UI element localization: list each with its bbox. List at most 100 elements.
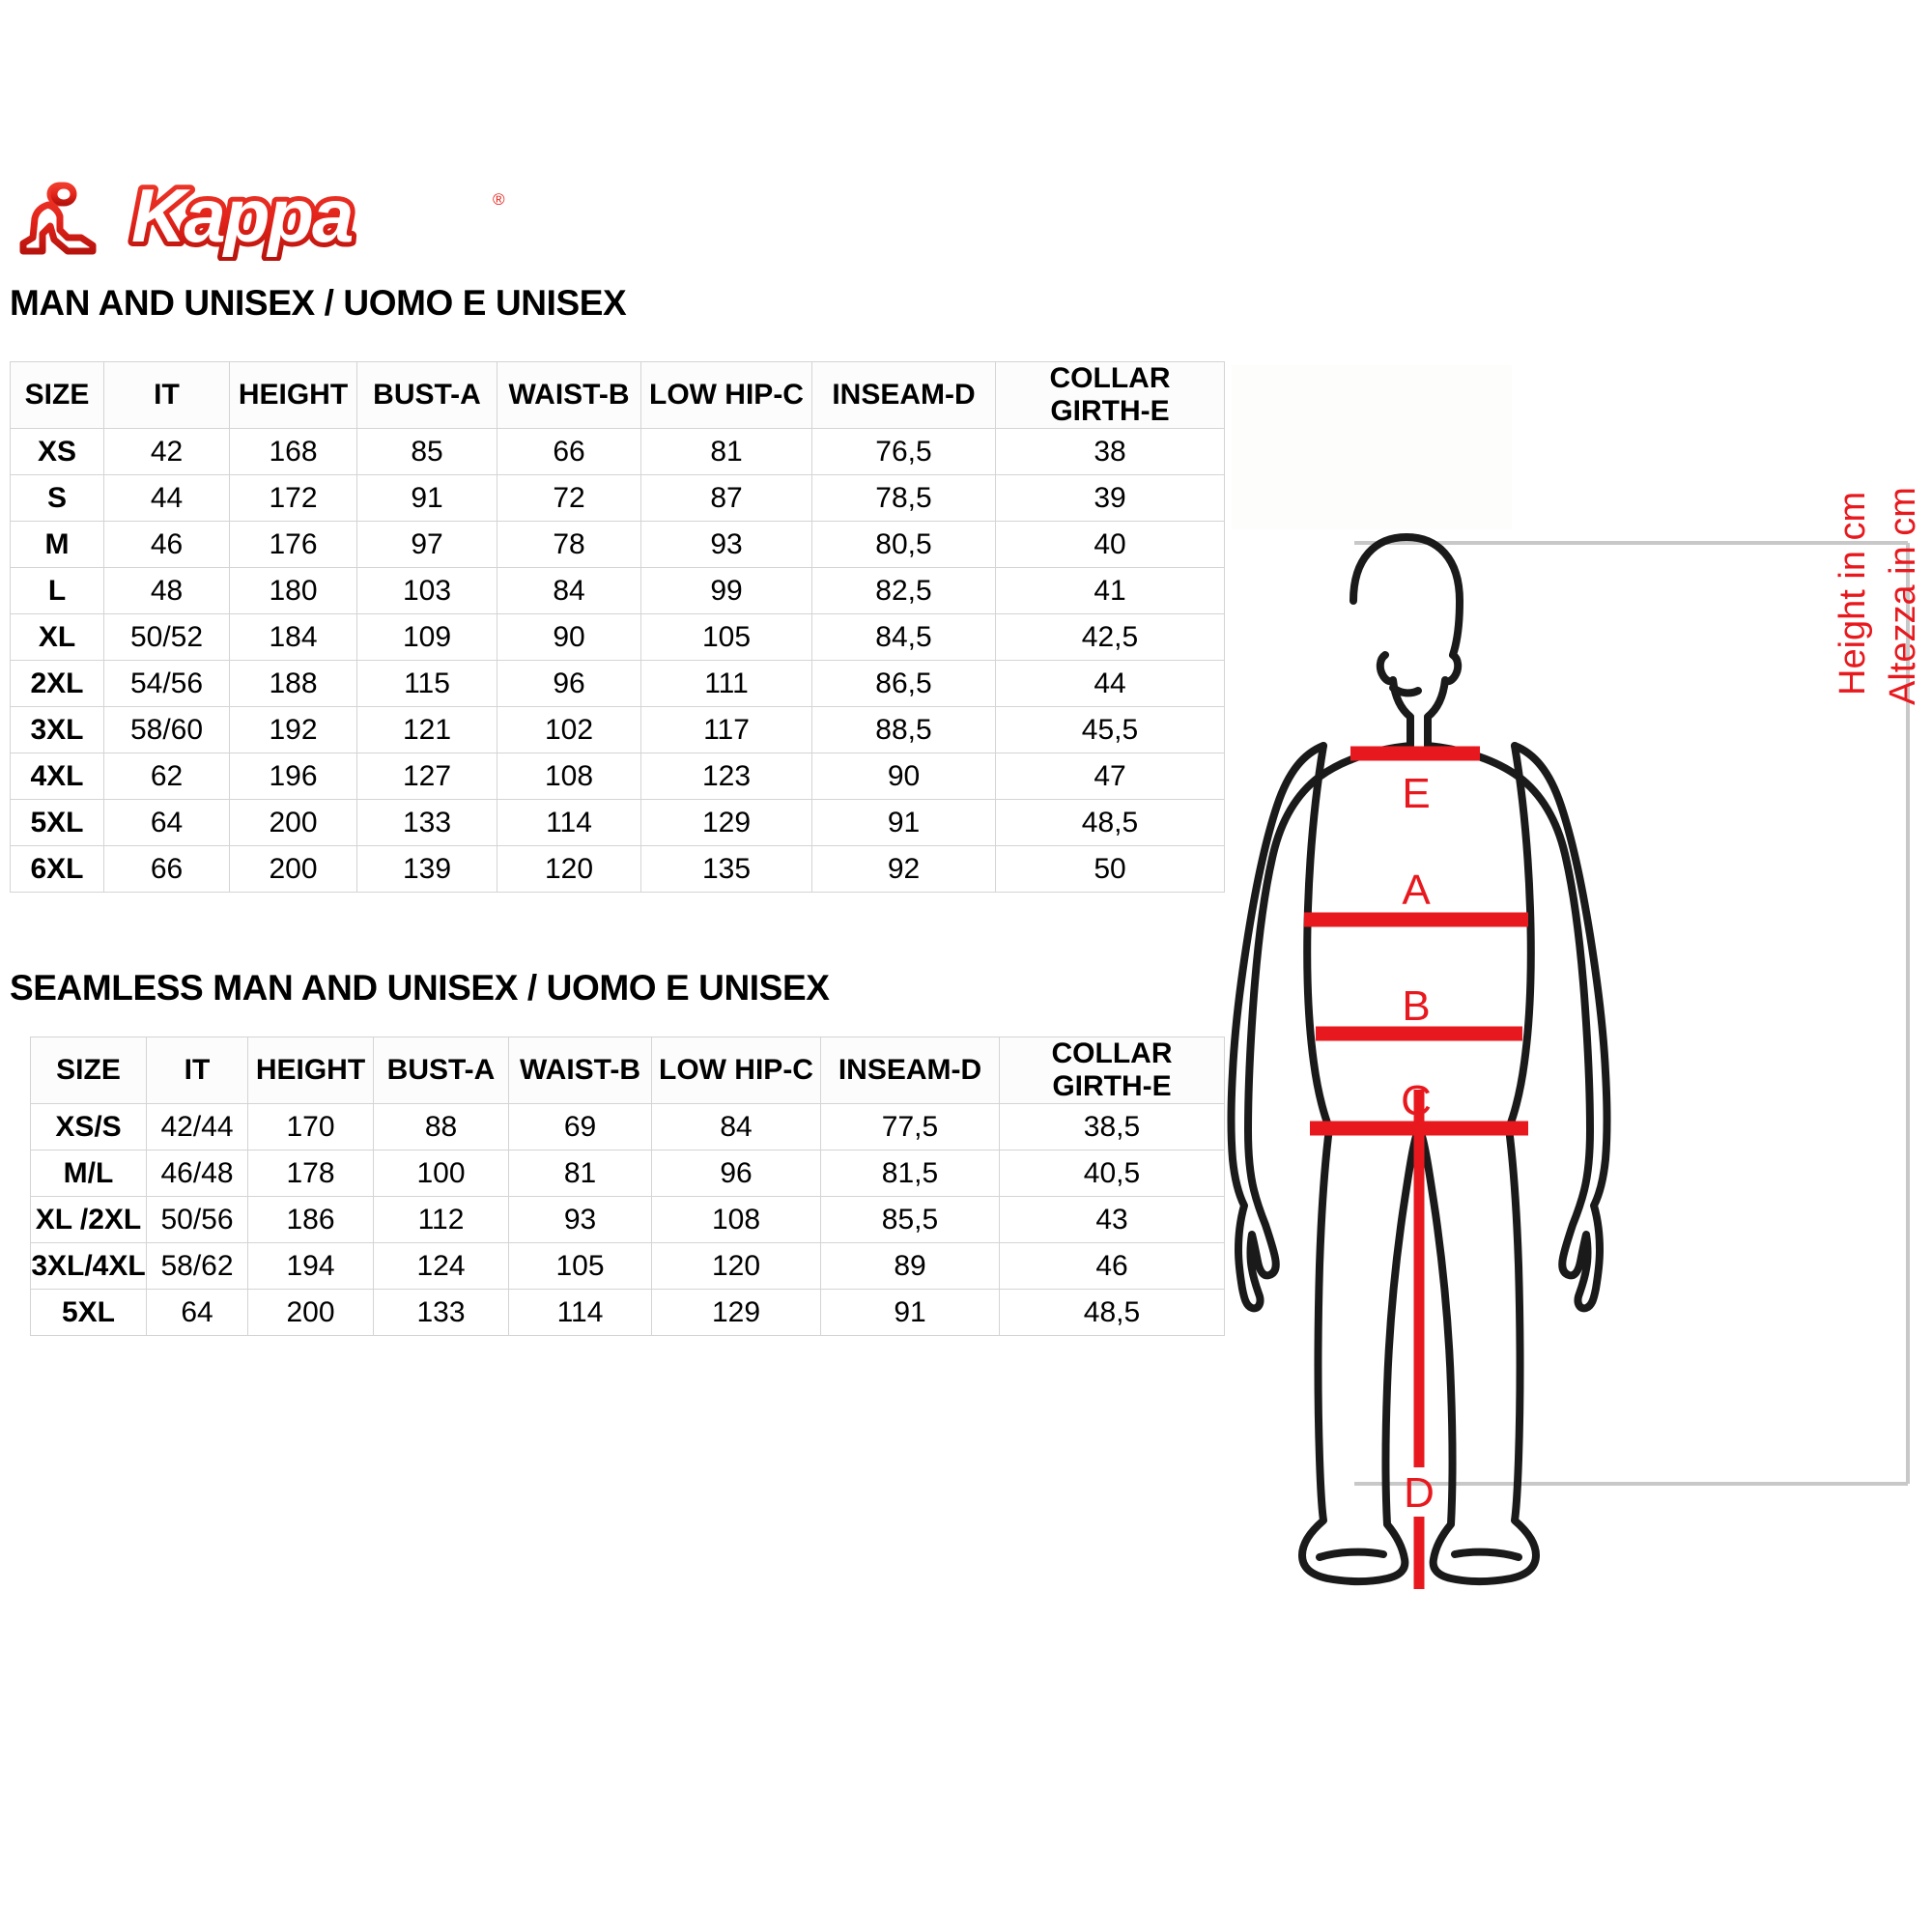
column-header-it: IT bbox=[146, 1037, 248, 1104]
cell-bust: 97 bbox=[356, 521, 497, 568]
cell-height: 188 bbox=[229, 660, 357, 707]
cell-it: 66 bbox=[103, 845, 230, 893]
cell-height: 168 bbox=[229, 428, 357, 475]
cell-low-hip: 129 bbox=[640, 799, 812, 846]
cell-bust: 112 bbox=[373, 1196, 509, 1243]
cell-waist: 114 bbox=[508, 1289, 652, 1336]
column-header-size: SIZE bbox=[10, 361, 104, 429]
cell-waist: 81 bbox=[508, 1150, 652, 1197]
cell-low-hip: 135 bbox=[640, 845, 812, 893]
cell-inseam: 76,5 bbox=[811, 428, 996, 475]
registered-trademark-icon: ® bbox=[493, 190, 505, 209]
column-header-height: HEIGHT bbox=[247, 1037, 374, 1104]
cell-low-hip: 84 bbox=[651, 1103, 821, 1151]
column-header-waist: WAIST-B bbox=[508, 1037, 652, 1104]
table-row: XS/S 42/44 170 88 69 84 77,5 38,5 bbox=[30, 1103, 1225, 1151]
table-body: XS/S 42/44 170 88 69 84 77,5 38,5 M/L 46/48 178 100… bbox=[30, 1103, 1225, 1336]
cell-size: M bbox=[10, 521, 104, 568]
cell-waist: 90 bbox=[497, 613, 641, 661]
cell-height: 196 bbox=[229, 753, 357, 800]
kappa-wordmark: Kappa bbox=[127, 172, 359, 261]
cell-inseam: 78,5 bbox=[811, 474, 996, 522]
cell-collar-girth: 40,5 bbox=[999, 1150, 1225, 1197]
label-hip-C: C bbox=[1401, 1077, 1432, 1124]
section-title-seamless-man-unisex: SEAMLESS MAN AND UNISEX / UOMO E UNISEX bbox=[10, 968, 830, 1008]
cell-inseam: 82,5 bbox=[811, 567, 996, 614]
column-header-height: HEIGHT bbox=[229, 361, 357, 429]
cell-bust: 109 bbox=[356, 613, 497, 661]
cell-size: 5XL bbox=[10, 799, 104, 846]
cell-it: 50/56 bbox=[146, 1196, 248, 1243]
cell-inseam: 84,5 bbox=[811, 613, 996, 661]
table-row: L 48 180 103 84 99 82,5 41 bbox=[10, 567, 1225, 614]
column-header-bust: BUST-A bbox=[373, 1037, 509, 1104]
label-bust-A: A bbox=[1402, 867, 1431, 914]
column-header-it: IT bbox=[103, 361, 230, 429]
cell-collar-girth: 42,5 bbox=[995, 613, 1225, 661]
cell-height: 200 bbox=[229, 845, 357, 893]
cell-low-hip: 87 bbox=[640, 474, 812, 522]
table-row: 2XL 54/56 188 115 96 111 86,5 44 bbox=[10, 660, 1225, 707]
cell-height: 172 bbox=[229, 474, 357, 522]
cell-bust: 133 bbox=[373, 1289, 509, 1336]
cell-height: 170 bbox=[247, 1103, 374, 1151]
cell-low-hip: 120 bbox=[651, 1242, 821, 1290]
cell-low-hip: 96 bbox=[651, 1150, 821, 1197]
cell-inseam: 89 bbox=[820, 1242, 1000, 1290]
cell-it: 44 bbox=[103, 474, 230, 522]
table-row: S 44 172 91 72 87 78,5 39 bbox=[10, 474, 1225, 522]
cell-low-hip: 81 bbox=[640, 428, 812, 475]
cell-collar-girth: 38,5 bbox=[999, 1103, 1225, 1151]
cell-collar-girth: 48,5 bbox=[995, 799, 1225, 846]
table-row: M 46 176 97 78 93 80,5 40 bbox=[10, 521, 1225, 568]
cell-bust: 103 bbox=[356, 567, 497, 614]
cell-it: 50/52 bbox=[103, 613, 230, 661]
cell-size: 3XL bbox=[10, 706, 104, 753]
table-row: XL 50/52 184 109 90 105 84,5 42,5 bbox=[10, 613, 1225, 661]
cell-height: 176 bbox=[229, 521, 357, 568]
cell-waist: 96 bbox=[497, 660, 641, 707]
table-body: XS 42 168 85 66 81 76,5 38 S 44 172 91 72 87 78,5 39 M 46… bbox=[10, 428, 1225, 893]
cell-inseam: 77,5 bbox=[820, 1103, 1000, 1151]
cell-bust: 88 bbox=[373, 1103, 509, 1151]
cell-inseam: 92 bbox=[811, 845, 996, 893]
cell-height: 184 bbox=[229, 613, 357, 661]
cell-bust: 133 bbox=[356, 799, 497, 846]
size-chart-content: Kappa ® MAN AND UNISEX / UOMO E UNISEX S… bbox=[10, 172, 1225, 1336]
cell-bust: 121 bbox=[356, 706, 497, 753]
cell-collar-girth: 40 bbox=[995, 521, 1225, 568]
cell-waist: 66 bbox=[497, 428, 641, 475]
cell-it: 64 bbox=[103, 799, 230, 846]
cell-waist: 120 bbox=[497, 845, 641, 893]
cell-size: 5XL bbox=[30, 1289, 147, 1336]
cell-inseam: 88,5 bbox=[811, 706, 996, 753]
section-title-man-unisex: MAN AND UNISEX / UOMO E UNISEX bbox=[10, 283, 627, 323]
cell-height: 180 bbox=[229, 567, 357, 614]
cell-bust: 139 bbox=[356, 845, 497, 893]
cell-it: 64 bbox=[146, 1289, 248, 1336]
table-row: M/L 46/48 178 100 81 96 81,5 40,5 bbox=[30, 1150, 1225, 1197]
cell-waist: 105 bbox=[508, 1242, 652, 1290]
cell-low-hip: 108 bbox=[651, 1196, 821, 1243]
column-header-size: SIZE bbox=[30, 1037, 147, 1104]
height-label-en: Height in cm bbox=[1833, 492, 1873, 696]
cell-low-hip: 129 bbox=[651, 1289, 821, 1336]
cell-it: 62 bbox=[103, 753, 230, 800]
column-header-collar-girth: COLLAR GIRTH-E bbox=[995, 361, 1225, 429]
label-collar-E: E bbox=[1402, 770, 1430, 817]
cell-collar-girth: 46 bbox=[999, 1242, 1225, 1290]
cell-waist: 69 bbox=[508, 1103, 652, 1151]
cell-size: L bbox=[10, 567, 104, 614]
background-tint-panel bbox=[1232, 365, 1512, 529]
cell-height: 200 bbox=[247, 1289, 374, 1336]
cell-it: 42/44 bbox=[146, 1103, 248, 1151]
cell-size: 3XL/4XL bbox=[30, 1242, 147, 1290]
cell-bust: 124 bbox=[373, 1242, 509, 1290]
cell-collar-girth: 45,5 bbox=[995, 706, 1225, 753]
cell-inseam: 81,5 bbox=[820, 1150, 1000, 1197]
cell-size: M/L bbox=[30, 1150, 147, 1197]
table-row: 4XL 62 196 127 108 123 90 47 bbox=[10, 753, 1225, 800]
cell-waist: 78 bbox=[497, 521, 641, 568]
column-header-low-hip: LOW HIP-C bbox=[651, 1037, 821, 1104]
cell-it: 42 bbox=[103, 428, 230, 475]
